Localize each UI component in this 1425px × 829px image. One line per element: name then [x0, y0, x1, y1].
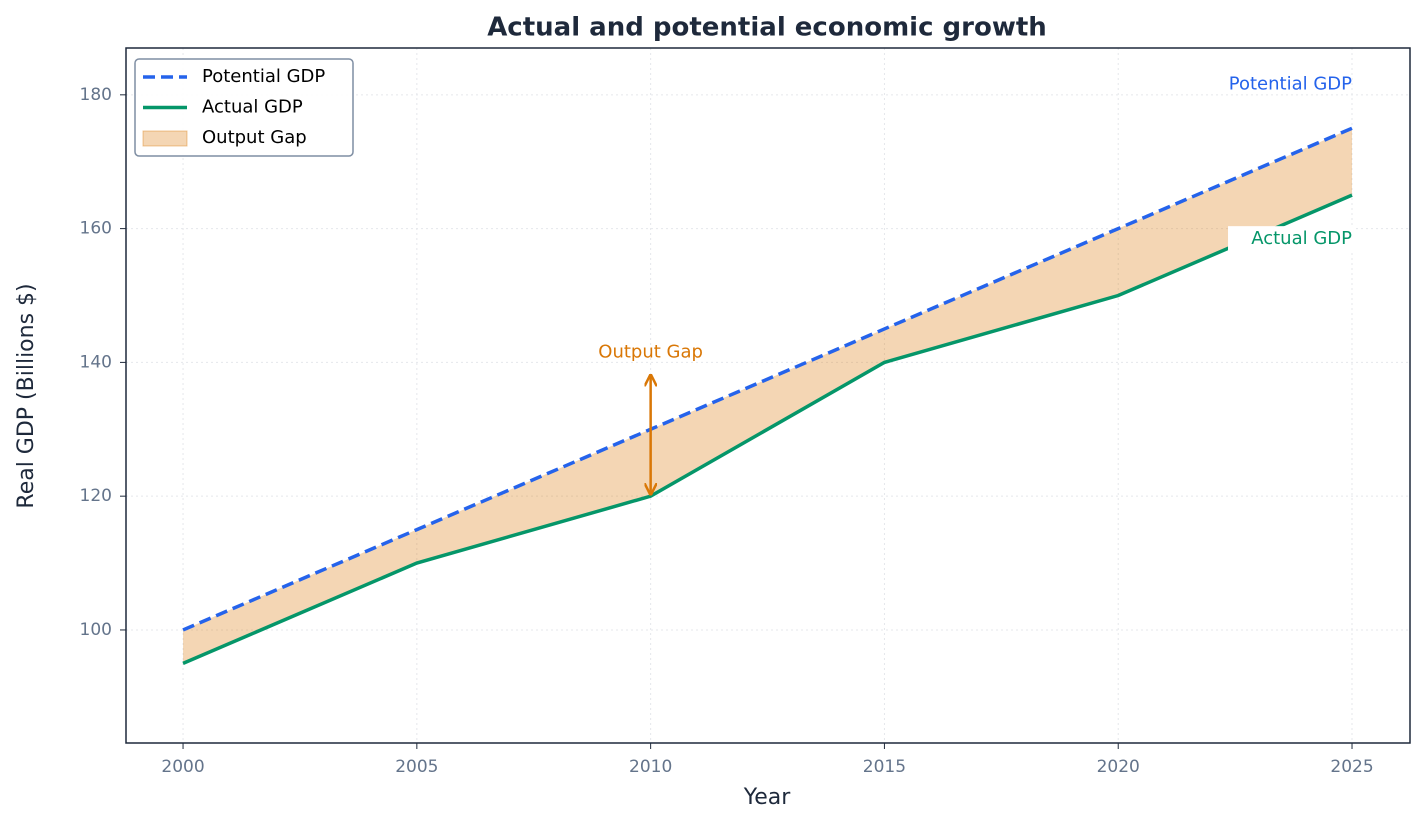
legend-label: Actual GDP — [202, 97, 303, 118]
legend-swatch — [142, 130, 188, 147]
series-line — [182, 193, 1353, 666]
x-tick-label: 2005 — [395, 757, 438, 777]
x-tick-label: 2000 — [161, 757, 204, 777]
x-axis-label: Year — [743, 785, 792, 810]
plot-frame — [125, 47, 1411, 744]
y-tick-label: 180 — [80, 85, 112, 105]
y-tick-label: 100 — [80, 620, 112, 640]
legend-box — [134, 58, 354, 157]
x-tick-label: 2015 — [863, 757, 906, 777]
legend-label: Potential GDP — [202, 66, 325, 87]
x-tick-label: 2010 — [629, 757, 672, 777]
chart-title: Actual and potential economic growth — [487, 13, 1047, 43]
x-tick-label: 2025 — [1330, 757, 1373, 777]
annotation: Output Gap — [598, 341, 703, 362]
y-tick-label: 140 — [80, 352, 112, 372]
x-tick-label: 2020 — [1097, 757, 1140, 777]
series-line — [182, 126, 1353, 632]
annotation-bg — [1228, 226, 1355, 253]
annotation: Actual GDP — [1251, 228, 1352, 249]
annotation: Potential GDP — [1229, 73, 1352, 94]
legend-label: Output Gap — [202, 127, 307, 148]
y-tick-label: 120 — [80, 486, 112, 506]
y-axis-label: Real GDP (Billions $) — [14, 283, 39, 508]
y-tick-label: 160 — [80, 219, 112, 239]
output-gap-area — [183, 128, 1353, 664]
